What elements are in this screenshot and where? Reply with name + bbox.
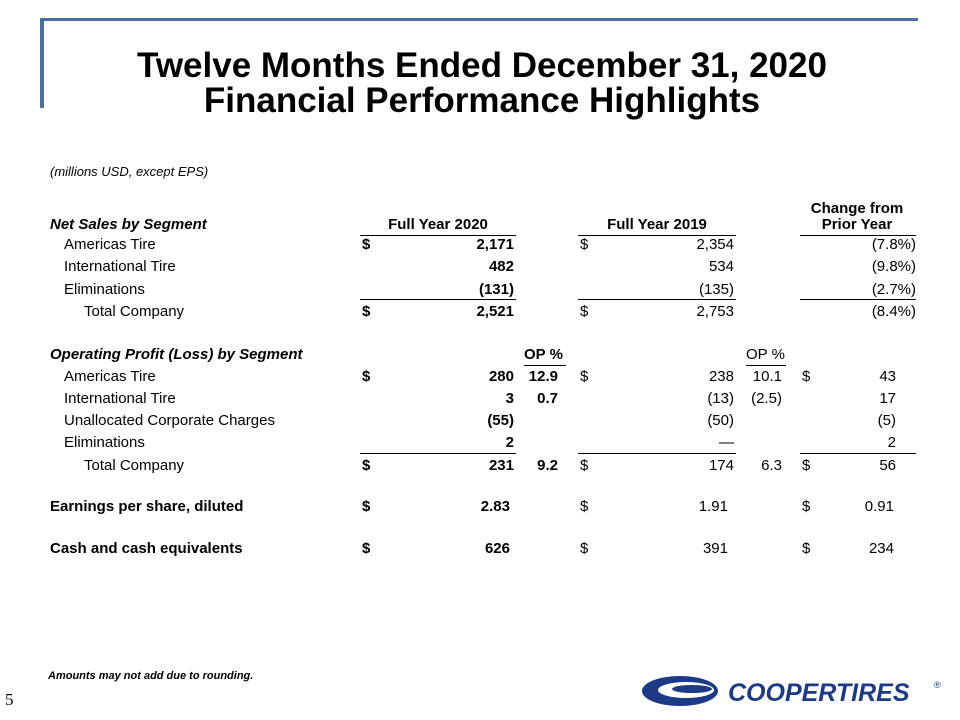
header-underline-2020	[360, 235, 516, 236]
svg-text:®: ®	[934, 680, 941, 690]
value-2019: —	[719, 434, 734, 451]
cash-dollar-2020: $	[362, 540, 371, 557]
value-change: 17	[879, 390, 896, 407]
value-2020: 2	[505, 434, 514, 451]
column-header-change-line-1: Change from	[810, 200, 904, 217]
value-2019: 238	[708, 368, 734, 385]
rounding-footnote: Amounts may not add due to rounding.	[48, 670, 254, 682]
eps-value-2020: 2.83	[480, 498, 510, 515]
value-2019: 2,354	[696, 236, 734, 253]
subtotal-line-2020	[360, 299, 516, 300]
cooper-tires-logo: COOPERTIRES ®	[642, 676, 941, 707]
value-2019: 534	[708, 258, 734, 275]
value-2020: (131)	[478, 281, 514, 298]
change-percent: (9.8%)	[871, 258, 916, 275]
value-2020: 2,521	[476, 303, 514, 320]
value-2020: 482	[488, 258, 514, 275]
units-note: (millions USD, except EPS)	[50, 164, 209, 179]
dollar-change: $	[802, 457, 811, 474]
dollar-change: $	[802, 368, 811, 385]
cash-value-change: 234	[868, 540, 894, 557]
header-underline-2019	[578, 235, 736, 236]
column-header-change-line-2: Prior Year	[821, 216, 893, 233]
op-percent-2020: 9.2	[537, 457, 558, 474]
cash-value-2019: 391	[702, 540, 728, 557]
accent-bar-top	[40, 18, 918, 21]
eps-dollar-change: $	[802, 498, 811, 515]
title-line-2: Financial Performance Highlights	[203, 81, 761, 120]
op-total-line-change	[800, 453, 916, 454]
cash-label: Cash and cash equivalents	[50, 540, 243, 557]
change-percent: (2.7%)	[871, 281, 916, 298]
page-number: 5	[5, 690, 14, 709]
row-label: Total Company	[84, 457, 185, 474]
eps-value-change: 0.91	[864, 498, 894, 515]
eps-dollar-2020: $	[362, 498, 371, 515]
op-total-line-2019	[578, 453, 736, 454]
column-header-2020: Full Year 2020	[388, 216, 488, 233]
op-pct-underline-2019	[746, 365, 786, 366]
value-change: (5)	[877, 412, 896, 429]
value-2020: 2,171	[476, 236, 514, 253]
column-header-2019: Full Year 2019	[607, 216, 707, 233]
value-change: 43	[879, 368, 896, 385]
op-percent-2020: 0.7	[537, 390, 558, 407]
op-pct-header-2019: OP %	[746, 346, 785, 363]
value-2020: 3	[505, 390, 514, 407]
subtotal-line-2019	[578, 299, 736, 300]
eps-label: Earnings per share, diluted	[50, 498, 244, 515]
cash-dollar-change: $	[802, 540, 811, 557]
op-pct-header-2020: OP %	[524, 346, 563, 363]
value-2020: 231	[488, 457, 514, 474]
page-title: Twelve Months Ended December 31, 2020 Fi…	[44, 48, 920, 118]
dollar-2019: $	[580, 236, 589, 253]
dollar-2020: $	[362, 303, 371, 320]
tire-swoosh-icon	[642, 676, 718, 706]
title-line-1: Twelve Months Ended December 31, 2020	[137, 46, 827, 85]
row-label: Americas Tire	[64, 236, 156, 253]
row-label: Eliminations	[64, 281, 145, 298]
op-pct-underline-2020	[524, 365, 566, 366]
value-2020: (55)	[487, 412, 514, 429]
row-label: Unallocated Corporate Charges	[64, 412, 275, 429]
change-percent: (7.8%)	[871, 236, 916, 253]
cash-dollar-2019: $	[580, 540, 589, 557]
row-label: Total Company	[84, 303, 185, 320]
value-2019: 2,753	[696, 303, 734, 320]
op-percent-2020: 12.9	[528, 368, 558, 385]
op-percent-2019: (2.5)	[751, 390, 782, 407]
row-label: Americas Tire	[64, 368, 156, 385]
row-label: International Tire	[64, 258, 176, 275]
operating-profit-heading: Operating Profit (Loss) by Segment	[50, 346, 303, 363]
cash-value-2020: 626	[484, 540, 510, 557]
dollar-2019: $	[580, 368, 589, 385]
subtotal-line-change	[800, 299, 916, 300]
row-label: Eliminations	[64, 434, 145, 451]
dollar-2020: $	[362, 457, 371, 474]
value-2020: 280	[488, 368, 514, 385]
dollar-2019: $	[580, 303, 589, 320]
value-change: 56	[879, 457, 896, 474]
header-underline-change	[800, 235, 916, 236]
dollar-2019: $	[580, 457, 589, 474]
eps-dollar-2019: $	[580, 498, 589, 515]
value-2019: (135)	[698, 281, 734, 298]
change-percent: (8.4%)	[871, 303, 916, 320]
dollar-2020: $	[362, 236, 371, 253]
value-change: 2	[887, 434, 896, 451]
value-2019: (13)	[707, 390, 734, 407]
op-total-line-2020	[360, 453, 516, 454]
eps-value-2019: 1.91	[698, 498, 728, 515]
svg-text:COOPERTIRES: COOPERTIRES	[728, 679, 910, 707]
op-percent-2019: 10.1	[752, 368, 782, 385]
accent-bar-left	[40, 18, 44, 108]
dollar-2020: $	[362, 368, 371, 385]
net-sales-heading: Net Sales by Segment	[50, 216, 207, 233]
row-label: International Tire	[64, 390, 176, 407]
value-2019: (50)	[707, 412, 734, 429]
op-percent-2019: 6.3	[761, 457, 782, 474]
value-2019: 174	[708, 457, 734, 474]
